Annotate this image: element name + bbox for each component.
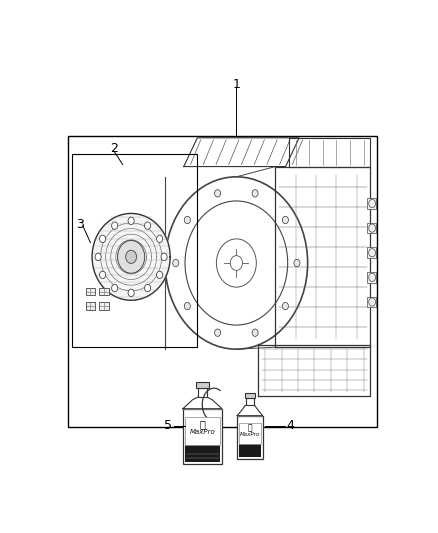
Circle shape: [283, 302, 289, 310]
Polygon shape: [184, 138, 299, 166]
Circle shape: [112, 222, 118, 229]
Text: Ⓜ: Ⓜ: [247, 423, 252, 432]
Polygon shape: [237, 406, 263, 416]
Bar: [237, 416, 263, 459]
Bar: [196, 383, 209, 388]
Text: 1: 1: [233, 78, 240, 91]
Bar: [246, 398, 254, 406]
Text: Ⓜ: Ⓜ: [199, 419, 205, 429]
Polygon shape: [92, 213, 170, 300]
Bar: [367, 272, 375, 282]
Bar: [185, 416, 220, 445]
Bar: [198, 388, 207, 397]
FancyBboxPatch shape: [86, 288, 95, 295]
Text: 5: 5: [164, 419, 173, 432]
Text: 4: 4: [287, 419, 295, 432]
Circle shape: [99, 271, 106, 279]
Polygon shape: [183, 397, 222, 409]
Bar: [239, 423, 261, 445]
Bar: [367, 198, 375, 209]
FancyBboxPatch shape: [99, 302, 109, 310]
Circle shape: [145, 222, 151, 229]
Bar: [185, 445, 220, 462]
Circle shape: [117, 240, 145, 273]
Polygon shape: [258, 345, 371, 397]
Text: MaxPro: MaxPro: [190, 429, 215, 435]
Circle shape: [128, 289, 134, 296]
Bar: [183, 409, 222, 464]
Circle shape: [294, 260, 300, 266]
Circle shape: [173, 260, 179, 266]
Bar: [68, 136, 377, 427]
Text: 2: 2: [110, 142, 118, 155]
Bar: [367, 297, 375, 308]
FancyBboxPatch shape: [99, 288, 109, 295]
Circle shape: [128, 217, 134, 224]
Bar: [367, 223, 375, 233]
Circle shape: [283, 216, 289, 224]
Circle shape: [95, 253, 101, 261]
Circle shape: [112, 285, 118, 292]
Circle shape: [157, 271, 162, 279]
Circle shape: [184, 216, 191, 224]
Circle shape: [184, 302, 191, 310]
Bar: [72, 154, 197, 347]
Circle shape: [145, 285, 151, 292]
Circle shape: [99, 235, 106, 243]
Circle shape: [230, 256, 243, 270]
Text: 3: 3: [76, 217, 84, 230]
Circle shape: [161, 253, 167, 261]
Polygon shape: [289, 138, 371, 166]
Bar: [239, 445, 261, 457]
Text: MaxPro: MaxPro: [240, 432, 260, 438]
Bar: [244, 393, 255, 398]
Circle shape: [215, 329, 221, 336]
Circle shape: [252, 190, 258, 197]
Circle shape: [157, 235, 162, 243]
Circle shape: [252, 329, 258, 336]
Circle shape: [215, 190, 221, 197]
Bar: [367, 247, 375, 258]
Circle shape: [126, 251, 137, 263]
FancyBboxPatch shape: [86, 302, 95, 310]
Polygon shape: [276, 166, 371, 347]
